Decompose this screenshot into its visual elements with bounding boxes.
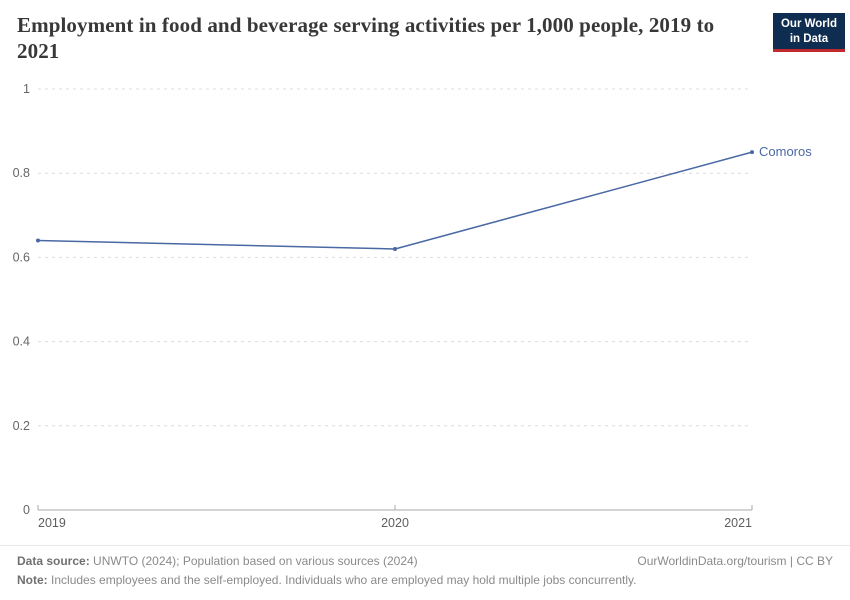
- x-tick-label: 2019: [38, 516, 66, 530]
- footer-divider: [0, 545, 850, 546]
- chart-footer: Data source: UNWTO (2024); Population ba…: [0, 546, 850, 590]
- data-source-text: UNWTO (2024); Population based on variou…: [93, 554, 418, 568]
- series-line[interactable]: [37, 151, 753, 250]
- y-tick-label: 0.8: [13, 166, 30, 180]
- owid-logo-line2: in Data: [789, 32, 829, 45]
- entity-label: Comoros: [759, 144, 812, 159]
- data-point[interactable]: [750, 150, 754, 155]
- note-text: Includes employees and the self-employed…: [51, 573, 637, 588]
- data-point[interactable]: [36, 238, 40, 243]
- line-chart[interactable]: 0 0.2 0.4 0.6 0.8 1 2019 2020 2021 Comoros: [0, 75, 850, 535]
- data-source-line: Data source: UNWTO (2024); Population ba…: [17, 552, 418, 571]
- owid-logo[interactable]: Our World in Data: [772, 13, 845, 53]
- y-tick-label: 0.2: [13, 419, 30, 433]
- y-tick-label: 0.6: [13, 250, 30, 264]
- data-source-label: Data source:: [17, 554, 90, 568]
- note-label: Note:: [17, 573, 48, 588]
- y-tick-label: 0: [23, 503, 30, 517]
- line-chart-canvas: 0 0.2 0.4 0.6 0.8 1 2019 2020 2021 Comoros: [13, 82, 813, 530]
- owid-logo-line1: Our World: [780, 18, 837, 30]
- x-tick-label: 2021: [724, 516, 752, 530]
- y-tick-label: 0.4: [13, 335, 30, 349]
- y-tick-label: 1: [23, 82, 30, 96]
- data-point[interactable]: [393, 246, 397, 251]
- chart-header: Employment in food and beverage serving …: [0, 0, 850, 75]
- page-title: Employment in food and beverage serving …: [17, 13, 715, 64]
- credit-link[interactable]: OurWorldinData.org/tourism | CC BY: [637, 554, 833, 568]
- x-tick-label: 2020: [381, 516, 409, 530]
